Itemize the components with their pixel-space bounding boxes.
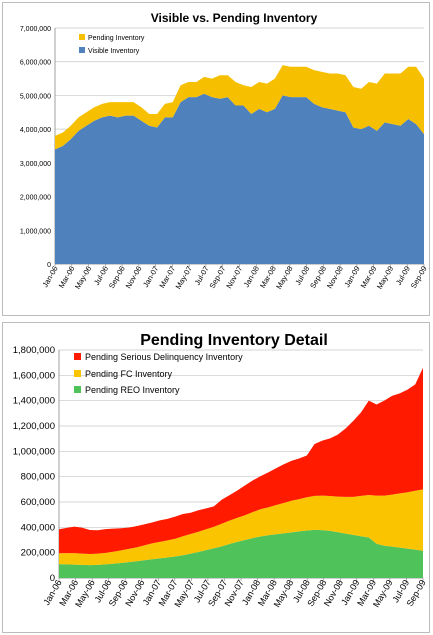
y-tick-label: 4,000,000 [20, 127, 51, 134]
chart-title: Visible vs. Pending Inventory [151, 11, 318, 25]
chart-visible-vs-pending: 0 1,000,000 2,000,000 3,000,000 4,000,000 5,0… [20, 11, 429, 291]
x-tick-label: Nov-08 [325, 265, 345, 290]
chart-title: Pending Inventory Detail [140, 332, 328, 349]
y-tick-label: 200,000 [21, 548, 55, 559]
y-tick-label: 5,000,000 [20, 93, 51, 100]
y-tick-labels: 0 200,000 400,000 600,000 800,000 1,000,000 1,… [13, 345, 55, 584]
y-tick-label: 3,000,000 [20, 161, 51, 168]
legend-label-pending: Pending Inventory [88, 35, 145, 42]
y-tick-label: 2,000,000 [20, 195, 51, 202]
x-tick-label: Nov-07 [224, 265, 244, 290]
legend-label-serious-delinquency: Pending Serious Delinquency Inventory [85, 352, 243, 362]
legend-label-reo: Pending REO Inventory [85, 385, 180, 395]
y-tick-label: 1,000,000 [20, 228, 51, 235]
y-tick-label: 6,000,000 [20, 60, 51, 67]
legend: Pending Inventory Visible Inventory [79, 34, 145, 55]
x-tick-label: Nov-06 [124, 265, 144, 290]
y-tick-label: 0 [50, 573, 55, 584]
y-tick-label: 7,000,000 [20, 26, 51, 33]
legend-swatch-visible [79, 47, 85, 53]
area-series-group [55, 65, 424, 265]
area-pending-serious-delinquency-inventory [59, 367, 423, 555]
legend-label-fc: Pending FC Inventory [85, 369, 173, 379]
x-tick-label: May-09 [375, 265, 395, 291]
y-tick-labels: 0 1,000,000 2,000,000 3,000,000 4,000,000 5,0… [20, 26, 51, 269]
legend-swatch-fc [74, 370, 81, 377]
y-tick-label: 600,000 [21, 497, 55, 508]
y-tick-label: 1,200,000 [13, 421, 55, 432]
y-tick-label: 1,600,000 [13, 370, 55, 381]
chart-pending-detail: 0 200,000 400,000 600,000 800,000 1,000,000 1,… [13, 332, 428, 609]
y-tick-label: 1,800,000 [13, 345, 55, 356]
area-pending-inventory [55, 65, 424, 150]
y-tick-label: 1,400,000 [13, 396, 55, 407]
legend-swatch-reo [74, 386, 81, 393]
x-tick-label: Sep-09 [409, 265, 429, 290]
legend-label-visible: Visible Inventory [88, 48, 140, 55]
y-tick-label: 0 [47, 262, 51, 269]
area-visible-inventory [55, 93, 424, 265]
chart-panel-visible-vs-pending: 0 1,000,000 2,000,000 3,000,000 4,000,000 5,0… [2, 2, 430, 316]
y-tick-label: 400,000 [21, 522, 55, 533]
x-tick-label: May-06 [73, 265, 93, 291]
x-tick-labels: Jan-06Mar-06May-06Jul-06Sep-06Nov-06Jan-… [41, 578, 428, 609]
area-series-group [59, 367, 423, 578]
y-tick-label: 800,000 [21, 472, 55, 483]
x-tick-label: May-07 [174, 265, 194, 291]
legend-swatch-serious-delinquency [74, 353, 81, 360]
chart-panel-pending-detail: 0 200,000 400,000 600,000 800,000 1,000,000 1,… [2, 322, 430, 633]
area-pending-fc-inventory [59, 489, 423, 566]
x-tick-labels: Jan-06Mar-06May-06Jul-06Sep-06Nov-06Jan-… [40, 264, 429, 291]
legend: Pending Serious Delinquency Inventory Pe… [74, 352, 243, 395]
x-tick-label: May-08 [274, 265, 294, 291]
legend-swatch-pending [79, 34, 85, 40]
area-pending-reo-inventory [59, 529, 423, 578]
y-tick-label: 1,000,000 [13, 446, 55, 457]
